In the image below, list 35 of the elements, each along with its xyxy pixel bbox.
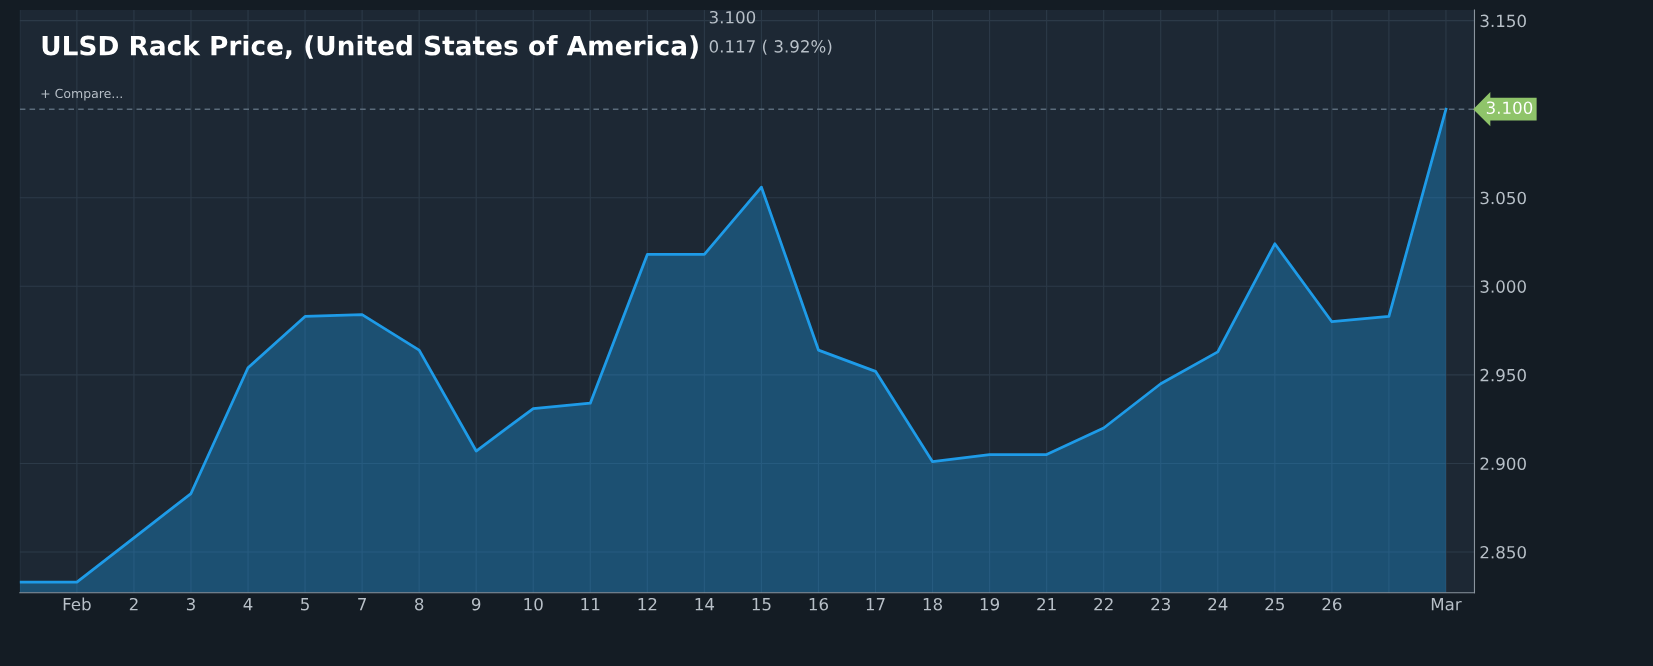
y-tick-label: 3.000 [1480,280,1526,293]
x-tick-label: 18 [923,597,943,611]
ref-line-label: 3.100 [1486,101,1533,115]
x-tick-label: 26 [1322,597,1342,611]
x-tick-label: 21 [1037,597,1056,611]
x-tick-label: 16 [809,597,829,611]
x-tick-label: 15 [752,598,771,611]
x-tick-label: 24 [1208,597,1228,611]
x-tick-label: 8 [414,597,424,611]
annotation: 0.117 ( 3.92%) [709,39,832,55]
y-tick-label: 2.900 [1480,457,1526,471]
y-tick-label: 2.850 [1480,545,1526,559]
annotation: 3.100 [709,10,756,24]
x-tick-label: 10 [524,597,543,611]
x-tick-label: 7 [358,598,366,611]
x-tick-label: 3 [186,597,195,611]
x-tick-label: 12 [638,597,657,611]
annotation: + Compare... [41,88,122,101]
text: ULSD Rack Price, (United States of America) [42,35,698,59]
x-tick-label: 22 [1094,597,1113,611]
x-tick-label: 5 [301,598,309,611]
x-tick-label: 23 [1151,597,1170,611]
x-tick-label: 19 [980,597,1000,611]
x-tick-label: Mar [1431,598,1462,611]
x-tick-label: Feb [63,597,91,611]
y-tick-label: 3.150 [1480,14,1526,28]
y-tick-label: 3.050 [1480,191,1526,205]
x-tick-label: 17 [866,598,885,611]
y-tick-label: 2.950 [1480,368,1526,382]
x-tick-label: 14 [695,598,715,611]
x-tick-label: 25 [1265,597,1284,611]
x-tick-label: 4 [243,598,253,611]
x-tick-label: 9 [471,597,481,611]
x-tick-label: 11 [581,598,600,611]
x-tick-label: 2 [129,597,138,611]
